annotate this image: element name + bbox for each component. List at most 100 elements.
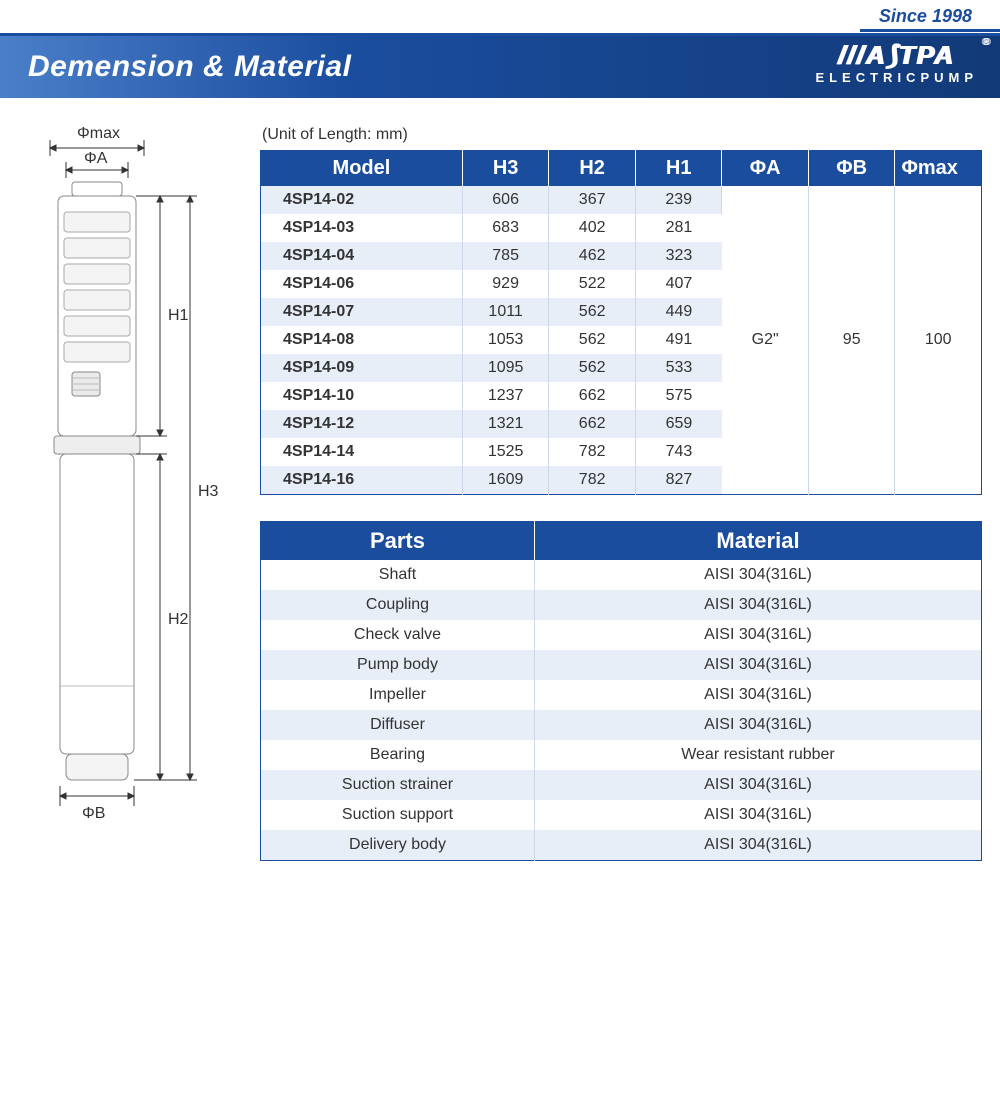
table-cell: AISI 304(316L) (534, 800, 981, 830)
mat-th-parts: Parts (261, 522, 535, 561)
table-cell: 1609 (462, 466, 549, 495)
page-title: Demension & Material (28, 50, 351, 84)
table-cell: Suction support (261, 800, 535, 830)
table-row: DiffuserAISI 304(316L) (261, 710, 982, 740)
table-cell: 662 (549, 382, 636, 410)
table-cell: 562 (549, 298, 636, 326)
table-cell: 929 (462, 270, 549, 298)
material-table: Parts Material ShaftAISI 304(316L)Coupli… (260, 521, 982, 861)
diagram-label-phiB: ΦB (82, 805, 105, 822)
dimension-table: Model H3 H2 H1 ΦA ΦB Φmax 4SP14-02606367… (260, 150, 982, 495)
table-row: 4SP14-02606367239G2"95100 (261, 186, 982, 214)
table-cell: 4SP14-03 (261, 214, 463, 242)
table-cell: 1321 (462, 410, 549, 438)
table-cell: 4SP14-09 (261, 354, 463, 382)
table-cell: Coupling (261, 590, 535, 620)
table-cell: Check valve (261, 620, 535, 650)
table-cell: 606 (462, 186, 549, 214)
pump-diagram: Φmax ΦA (22, 126, 222, 846)
table-row: Suction strainerAISI 304(316L) (261, 770, 982, 800)
dim-table-header-row: Model H3 H2 H1 ΦA ΦB Φmax (261, 151, 982, 187)
table-cell: Diffuser (261, 710, 535, 740)
table-row: BearingWear resistant rubber (261, 740, 982, 770)
dim-th-model: Model (261, 151, 463, 187)
mat-th-material: Material (534, 522, 981, 561)
table-cell: AISI 304(316L) (534, 560, 981, 590)
table-cell: AISI 304(316L) (534, 680, 981, 710)
table-cell: 1053 (462, 326, 549, 354)
table-cell: Suction strainer (261, 770, 535, 800)
table-cell: Wear resistant rubber (534, 740, 981, 770)
diagram-label-h2: H2 (168, 611, 189, 628)
table-cell: 785 (462, 242, 549, 270)
table-cell: 562 (549, 326, 636, 354)
table-cell: AISI 304(316L) (534, 620, 981, 650)
brand-block: ///A⟆TPA® ELECTRICPUMP (815, 42, 978, 85)
table-cell: 827 (635, 466, 722, 495)
table-cell: 491 (635, 326, 722, 354)
table-cell: 402 (549, 214, 636, 242)
table-cell: Bearing (261, 740, 535, 770)
dim-th-phimax: Φmax (895, 151, 982, 187)
table-cell: 659 (635, 410, 722, 438)
diagram-label-h3: H3 (198, 483, 219, 500)
diagram-label-h1: H1 (168, 307, 189, 324)
table-cell: 462 (549, 242, 636, 270)
table-cell-merged: 100 (895, 186, 982, 495)
table-row: Check valveAISI 304(316L) (261, 620, 982, 650)
table-row: Pump bodyAISI 304(316L) (261, 650, 982, 680)
table-cell: 4SP14-08 (261, 326, 463, 354)
table-row: ShaftAISI 304(316L) (261, 560, 982, 590)
table-cell: 1525 (462, 438, 549, 466)
table-cell: AISI 304(316L) (534, 590, 981, 620)
table-cell: 4SP14-14 (261, 438, 463, 466)
dim-th-h1: H1 (635, 151, 722, 187)
table-row: CouplingAISI 304(316L) (261, 590, 982, 620)
table-cell: 323 (635, 242, 722, 270)
table-cell: 562 (549, 354, 636, 382)
table-cell: 683 (462, 214, 549, 242)
table-cell: 1095 (462, 354, 549, 382)
table-cell: 575 (635, 382, 722, 410)
top-stripe: Since 1998 (0, 4, 1000, 36)
unit-note: (Unit of Length: mm) (262, 126, 982, 144)
dim-th-phiA: ΦA (722, 151, 809, 187)
table-cell: AISI 304(316L) (534, 710, 981, 740)
since-label: Since 1998 (879, 6, 972, 27)
table-cell: 4SP14-07 (261, 298, 463, 326)
table-cell: 4SP14-16 (261, 466, 463, 495)
diagram-label-phiA: ΦA (84, 150, 108, 167)
title-bar: Demension & Material ///A⟆TPA® ELECTRICP… (0, 36, 1000, 98)
table-cell: Pump body (261, 650, 535, 680)
mat-table-header-row: Parts Material (261, 522, 982, 561)
table-cell: Impeller (261, 680, 535, 710)
table-row: Delivery bodyAISI 304(316L) (261, 830, 982, 861)
table-cell: AISI 304(316L) (534, 830, 981, 861)
table-cell: 782 (549, 466, 636, 495)
table-cell: 4SP14-06 (261, 270, 463, 298)
table-cell: 4SP14-04 (261, 242, 463, 270)
table-cell: 1011 (462, 298, 549, 326)
table-cell: AISI 304(316L) (534, 770, 981, 800)
table-cell: 407 (635, 270, 722, 298)
dim-th-h3: H3 (462, 151, 549, 187)
brand-logo: ///A⟆TPA® (815, 42, 978, 68)
table-cell: 281 (635, 214, 722, 242)
table-cell: 533 (635, 354, 722, 382)
table-cell: 4SP14-02 (261, 186, 463, 214)
table-cell: 239 (635, 186, 722, 214)
table-row: ImpellerAISI 304(316L) (261, 680, 982, 710)
dim-th-h2: H2 (549, 151, 636, 187)
table-cell: AISI 304(316L) (534, 650, 981, 680)
table-cell: 743 (635, 438, 722, 466)
table-cell: 662 (549, 410, 636, 438)
table-cell: Shaft (261, 560, 535, 590)
table-cell: 367 (549, 186, 636, 214)
table-cell-merged: G2" (722, 186, 809, 495)
diagram-label-phimax: Φmax (77, 125, 120, 142)
table-cell: 449 (635, 298, 722, 326)
table-row: Suction supportAISI 304(316L) (261, 800, 982, 830)
dim-th-phiB: ΦB (808, 151, 895, 187)
table-cell: 4SP14-12 (261, 410, 463, 438)
table-cell: 522 (549, 270, 636, 298)
